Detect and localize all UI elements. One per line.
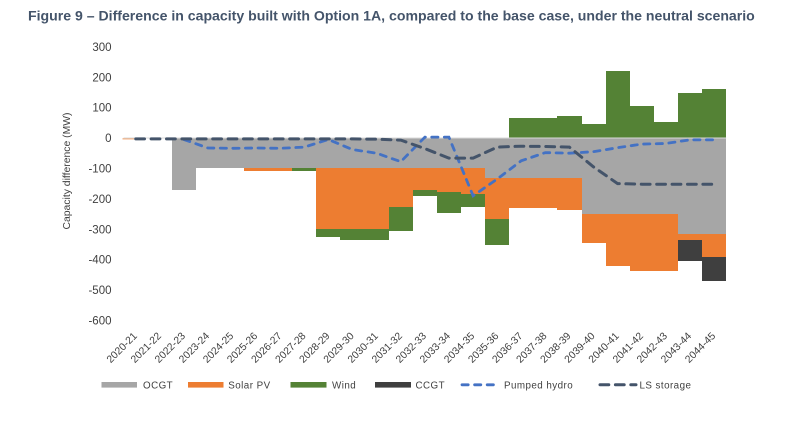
svg-text:300: 300: [92, 42, 111, 54]
svg-text:100: 100: [92, 103, 111, 115]
svg-text:CCGT: CCGT: [416, 380, 446, 391]
svg-text:OCGT: OCGT: [143, 380, 173, 391]
svg-text:Figure 9 – Difference in capac: Figure 9 – Difference in capacity built …: [28, 8, 755, 24]
svg-text:LS storage: LS storage: [640, 380, 692, 391]
svg-text:-100: -100: [88, 164, 111, 176]
svg-text:Wind: Wind: [332, 380, 356, 391]
svg-text:Capacity difference (MW): Capacity difference (MW): [62, 112, 73, 229]
svg-text:Pumped hydro: Pumped hydro: [504, 380, 573, 391]
svg-text:Solar PV: Solar PV: [228, 380, 270, 391]
svg-text:-600: -600: [88, 316, 111, 328]
svg-text:-500: -500: [88, 285, 111, 297]
svg-text:0: 0: [105, 133, 111, 145]
svg-text:-400: -400: [88, 255, 111, 267]
svg-text:200: 200: [92, 72, 111, 84]
svg-text:-300: -300: [88, 224, 111, 236]
svg-text:-200: -200: [88, 194, 111, 206]
